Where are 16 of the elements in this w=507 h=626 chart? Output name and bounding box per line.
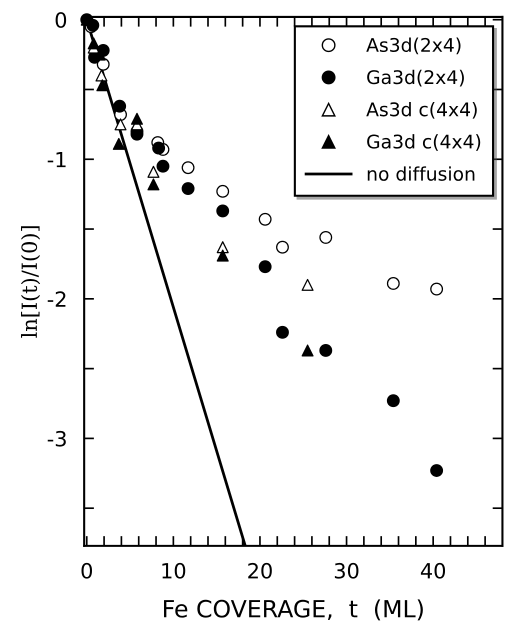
legend-label: Ga3d(2x4) [367, 70, 464, 86]
x-tick-label: 20 [248, 562, 272, 579]
y-axis-title: ln[I(t)/I(0)] [21, 226, 40, 338]
legend-label: As3d(2x4) [366, 38, 461, 54]
x-tick-label: 40 [420, 562, 446, 579]
x-tick-label: 30 [334, 562, 358, 579]
x-tick-label: 10 [162, 562, 186, 579]
y-tick-label: -3 [48, 430, 66, 447]
legend-label: Ga3d c(4x4) [367, 134, 480, 151]
x-axis-title: Fe COVERAGE, t (ML) [164, 599, 423, 620]
y-tick-label: -2 [48, 291, 66, 307]
y-tick-label: -1 [48, 152, 66, 168]
legend-label: As3d c(4x4) [366, 102, 477, 119]
y-tick-label: 0 [56, 12, 66, 28]
legend-label: no diffusion [368, 166, 474, 181]
x-tick-label: 0 [82, 562, 92, 579]
